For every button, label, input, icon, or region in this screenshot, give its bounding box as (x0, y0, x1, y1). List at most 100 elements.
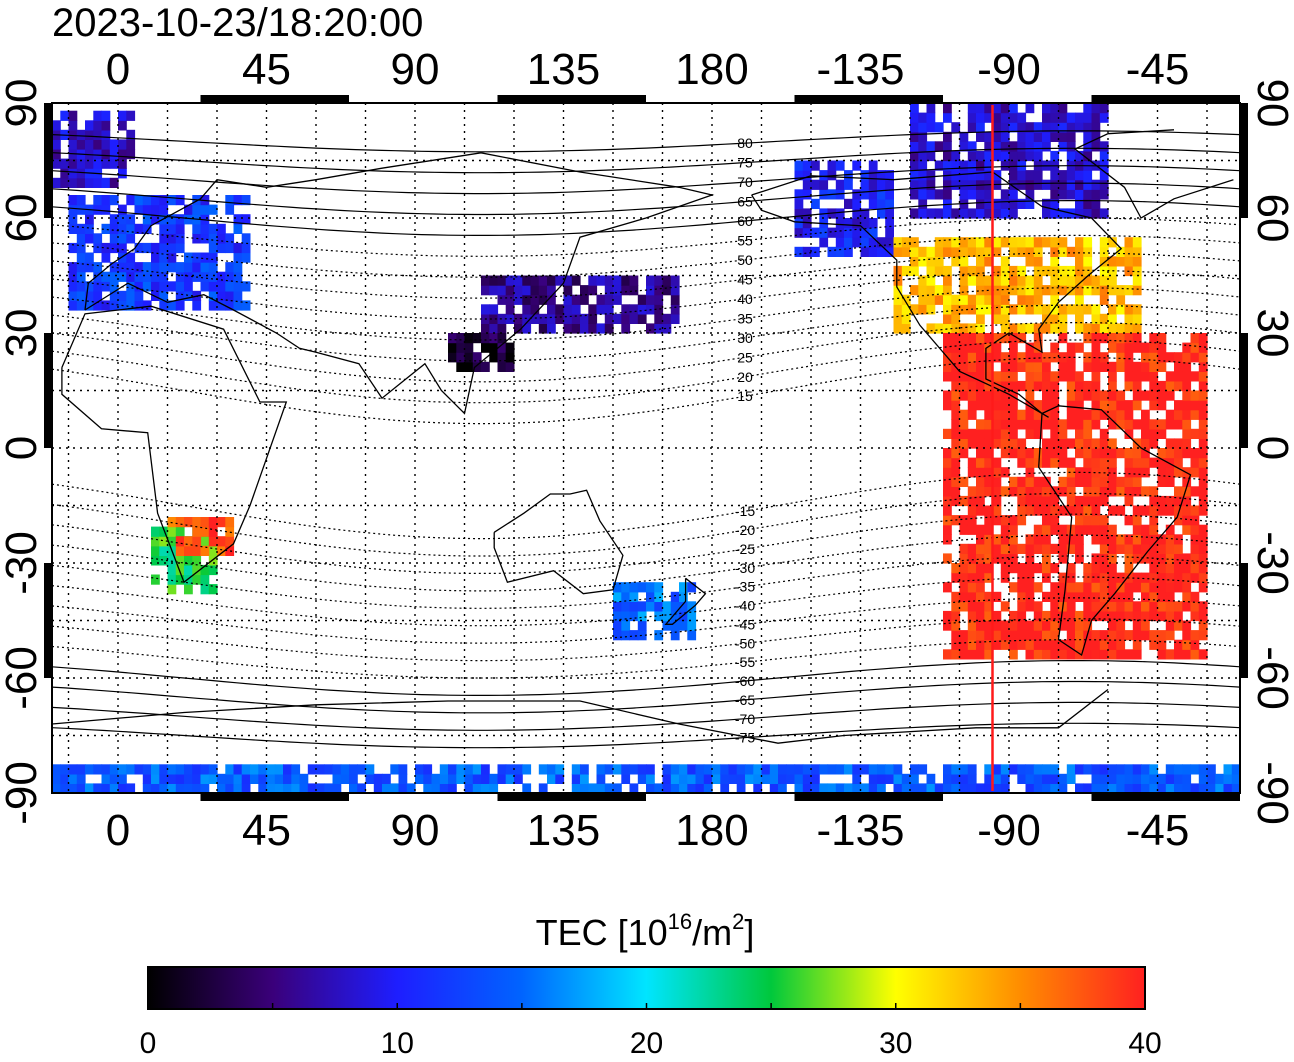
magnetic-lat-label: -15 (735, 503, 755, 519)
colorbar-tick-label: 10 (381, 1027, 414, 1057)
magnetic-lat-label: 45 (737, 271, 753, 287)
axis-tick-labels: 0 0 45 45 90 90 135 135 180 180 -135 -135 -90 -90 -45 -… (0, 45, 1294, 855)
left-lat-tick-label: 0 (0, 436, 46, 460)
magnetic-contour (52, 513, 1240, 574)
magnetic-lat-label: 75 (737, 155, 753, 171)
coastline (1038, 405, 1192, 657)
magnetic-contour (52, 639, 1240, 679)
top-lon-tick-label: -45 (1126, 45, 1190, 94)
magnetic-lat-label: -55 (735, 654, 755, 670)
magnetic-contour (52, 471, 1240, 540)
magnetic-contour (52, 234, 1240, 278)
magnetic-contour (52, 356, 1240, 425)
coastline (751, 171, 1123, 418)
magnetic-lat-label: 40 (737, 291, 753, 307)
bottom-lon-tick-label: 90 (391, 806, 440, 855)
coastline (493, 489, 624, 595)
left-lat-tick-label: -30 (0, 531, 46, 595)
magnetic-lat-label: 30 (737, 330, 753, 346)
magnetic-lat-label: 65 (737, 194, 753, 210)
frame-bar-top (497, 95, 646, 103)
bottom-lon-tick-label: -45 (1126, 806, 1190, 855)
magnetic-lat-label: -50 (735, 635, 755, 651)
magnetic-contour (52, 618, 1240, 662)
colorbar-tick-label: 30 (879, 1027, 912, 1057)
magnetic-lat-label: 25 (737, 349, 753, 365)
magnetic-contour (52, 660, 1240, 696)
magnetic-lat-label: -75 (735, 730, 755, 746)
colorbar-gradient (147, 966, 1146, 1010)
right-lat-tick-label: 0 (1248, 436, 1294, 460)
coastline (52, 688, 1109, 744)
frame-bar-left (44, 103, 52, 218)
coastline (84, 152, 715, 415)
coastlines (52, 129, 1234, 744)
magnetic-lat-label: -40 (735, 598, 755, 614)
bottom-lon-tick-label: 45 (242, 806, 291, 855)
frame-bar-top (200, 95, 349, 103)
magnetic-contour (52, 576, 1240, 627)
top-lon-tick-label: -135 (816, 45, 904, 94)
frame-scale-bars (44, 95, 1248, 801)
left-lat-tick-label: -60 (0, 646, 46, 710)
top-lon-tick-label: -90 (977, 45, 1041, 94)
tec-region (448, 333, 515, 372)
graticule (52, 103, 1240, 793)
magnetic-contour (52, 200, 1240, 236)
right-lat-tick-label: -60 (1248, 646, 1294, 710)
magnetic-lat-label: -25 (735, 541, 755, 557)
right-lat-tick-label: 60 (1248, 194, 1294, 243)
magnetic-lat-label: -65 (735, 692, 755, 708)
magnetic-contour (52, 269, 1240, 320)
top-lon-tick-label: 45 (242, 45, 291, 94)
colorbar-tick-label: 40 (1128, 1027, 1161, 1057)
frame-bar-top (794, 95, 943, 103)
magnetic-lat-label: -30 (735, 560, 755, 576)
frame-bar-right (1240, 333, 1248, 448)
magnetic-contour (52, 680, 1240, 714)
right-lat-tick-label: 30 (1248, 309, 1294, 358)
top-lon-tick-label: 135 (527, 45, 600, 94)
map-area: 80 75 70 65 60 55 50 45 40 35 30 25 20 15 -15 -20 -25 -30… (44, 95, 1248, 801)
magnetic-contour (52, 304, 1240, 362)
right-lat-tick-label: 90 (1248, 79, 1294, 128)
magnetic-contour (52, 252, 1240, 299)
bottom-lon-tick-label: 0 (106, 806, 130, 855)
magnetic-contour (52, 722, 1240, 749)
colorbar-tick-label: 20 (630, 1027, 663, 1057)
magnetic-contour (52, 534, 1240, 592)
tec-region (52, 764, 1240, 793)
frame-bar-bottom (200, 793, 349, 801)
frame-bar-left (44, 563, 52, 678)
magnetic-contour (52, 701, 1240, 731)
right-lat-tick-label: -90 (1248, 761, 1294, 825)
bottom-lon-tick-label: -135 (816, 806, 904, 855)
frame-bar-left (44, 333, 52, 448)
tec-region (68, 195, 251, 311)
magnetic-contour (52, 555, 1240, 609)
top-lon-tick-label: 180 (675, 45, 748, 94)
top-lon-tick-label: 0 (106, 45, 130, 94)
magnetic-contour (52, 130, 1240, 153)
magnetic-lat-label: 70 (737, 174, 753, 190)
magnetic-contour (52, 217, 1240, 257)
colorbar-label: TEC [1016/m2] (536, 909, 755, 953)
magnetic-contour (52, 147, 1240, 174)
magnetic-lat-label: -20 (735, 522, 755, 538)
frame-bar-bottom (1091, 793, 1240, 801)
magnetic-lat-label: 50 (737, 252, 753, 268)
bottom-lon-tick-label: -90 (977, 806, 1041, 855)
colorbar-ticks: 0 10 20 30 40 (140, 1003, 1162, 1060)
magnetic-lat-label: 15 (737, 388, 753, 404)
coastline (664, 577, 707, 625)
map-title: 2023-10-23/18:20:00 (52, 1, 423, 45)
colorbar-tick-label: 0 (140, 1027, 157, 1057)
left-lat-tick-label: 30 (0, 309, 46, 358)
frame-bar-right (1240, 563, 1248, 678)
magnetic-lat-label: 60 (737, 213, 753, 229)
left-lat-tick-label: 90 (0, 79, 46, 128)
bottom-lon-tick-label: 180 (675, 806, 748, 855)
tec-colorbar: TEC [1016/m2] 0 10 20 30 40 (140, 909, 1162, 1060)
